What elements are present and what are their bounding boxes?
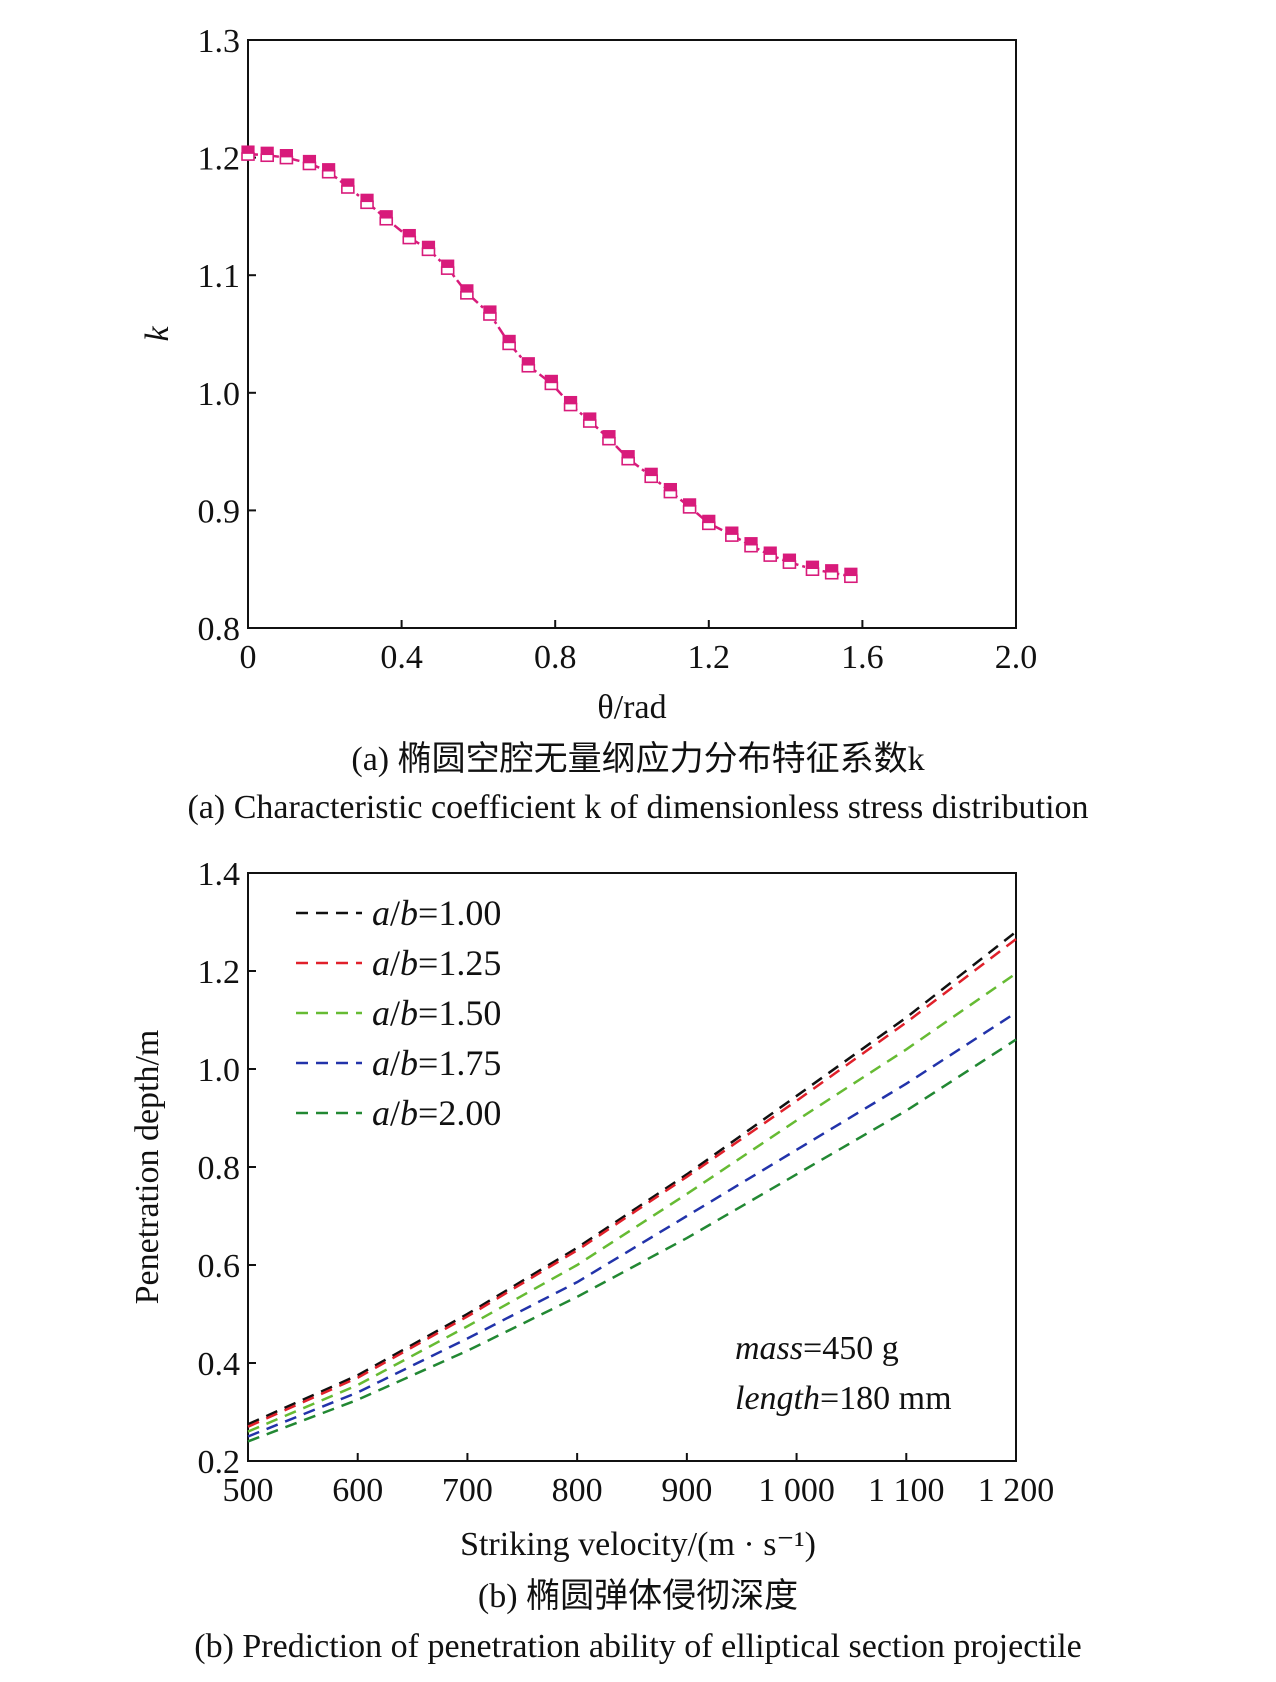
chart-a-point <box>744 537 758 553</box>
chart-b-x-tick-label: 1 000 <box>758 1472 835 1509</box>
chart-b-caption-cn: (b) 椭圆弹体侵彻深度 <box>478 1577 798 1615</box>
chart-a-caption-en: (a) Characteristic coefficient k of dime… <box>187 789 1088 826</box>
chart-b-y-axis: 0.2 0.4 0.6 0.8 1.0 1.2 1.4 <box>198 856 256 1481</box>
chart-a-y-tick-label: 1.1 <box>198 258 241 295</box>
chart-b-y-tick-label: 0.8 <box>198 1150 241 1187</box>
chart-b-series-line <box>247 1038 1017 1443</box>
chart-b-caption-en: (b) Prediction of penetration ability of… <box>194 1628 1082 1665</box>
chart-a-point <box>421 240 436 257</box>
chart-b-annotation-length: length=180 mm <box>735 1380 952 1417</box>
chart-b-x-axis: 500 600 700 800 900 1 000 1 100 1 200 <box>223 1453 1055 1509</box>
chart-a-y-tick-label: 1.3 <box>198 23 241 60</box>
chart-a-point <box>621 450 635 466</box>
chart-a-point <box>260 146 275 163</box>
chart-a-x-tick-label: 1.6 <box>841 639 884 676</box>
chart-a-x-tick-label: 1.2 <box>688 639 731 676</box>
chart-a-series-line <box>247 152 852 578</box>
chart-a-point <box>725 526 739 542</box>
chart-a-point <box>824 564 839 580</box>
chart-b-series-line <box>247 972 1017 1433</box>
chart-b-legend-item: a/b=1.50 <box>296 993 501 1033</box>
chart-b-legend-label: a/b=2.00 <box>372 1093 501 1133</box>
chart-b-y-tick-label: 1.4 <box>198 856 241 893</box>
chart-a-point <box>321 163 336 179</box>
chart-b-x-tick-label: 500 <box>223 1472 274 1509</box>
chart-a-point <box>402 228 417 245</box>
chart-b-x-tick-label: 700 <box>442 1472 493 1509</box>
chart-b-legend-item: a/b=1.00 <box>296 893 501 933</box>
chart-b-legend-label: a/b=1.25 <box>372 943 501 983</box>
chart-b-y-tick-label: 0.4 <box>198 1346 241 1383</box>
chart-a-point <box>663 482 678 499</box>
chart-b-series-line <box>247 1011 1017 1438</box>
chart-a-point <box>682 498 697 514</box>
chart-a-point <box>440 259 455 275</box>
chart-b-x-tick-label: 1 200 <box>978 1472 1055 1509</box>
chart-a-series <box>241 145 858 584</box>
chart-b-y-tick-label: 0.6 <box>198 1248 241 1285</box>
chart-a-x-tick-label: 0.4 <box>380 639 423 676</box>
chart-a-point <box>341 178 355 194</box>
chart-a-point <box>563 395 578 412</box>
chart-a-x-tick-label: 0.8 <box>534 639 577 676</box>
chart-a-point <box>701 514 716 531</box>
chart-b-legend-label: a/b=1.50 <box>372 993 501 1033</box>
chart-a-plot-frame <box>247 39 1017 629</box>
chart-b-x-tick-label: 900 <box>661 1472 712 1509</box>
chart-b-legend-item: a/b=1.75 <box>296 1043 501 1083</box>
chart-a-point <box>602 430 616 446</box>
chart-b-x-tick-label: 600 <box>332 1472 383 1509</box>
chart-a-y-axis-label: k <box>139 326 176 342</box>
chart-a-point <box>302 154 317 171</box>
chart-a-point <box>502 334 516 351</box>
chart-b-legend-label: a/b=1.75 <box>372 1043 501 1083</box>
chart-a-point <box>844 567 858 584</box>
chart-b: 0.2 0.4 0.6 0.8 1.0 1.2 1.4 500 600 700 800 900 1 0… <box>129 856 1082 1665</box>
chart-a-point <box>582 412 597 428</box>
chart-a-point <box>521 357 536 373</box>
chart-b-series <box>247 930 1017 1443</box>
chart-a-point <box>782 553 797 569</box>
chart-a-caption-cn: (a) 椭圆空腔无量纲应力分布特征系数k <box>351 740 924 778</box>
chart-a-x-axis-label: θ/rad <box>597 689 666 726</box>
chart-a-point <box>241 145 255 161</box>
chart-a-y-axis: 0.8 0.9 1.0 1.1 1.2 1.3 <box>198 23 256 648</box>
chart-b-series-line <box>247 930 1017 1426</box>
chart-a-point <box>805 560 820 577</box>
chart-a-point <box>483 305 497 321</box>
chart-a-point <box>460 284 474 300</box>
chart-b-x-tick-label: 800 <box>552 1472 603 1509</box>
chart-a-y-tick-label: 0.9 <box>198 493 241 530</box>
chart-b-y-axis-label: Penetration depth/m <box>129 1030 166 1305</box>
chart-b-legend-item: a/b=1.25 <box>296 943 501 983</box>
chart-b-annotation-mass: mass=450 g <box>735 1330 899 1367</box>
chart-a-x-axis: 0 0.4 0.8 1.2 1.6 2.0 <box>240 620 1038 676</box>
chart-a-point <box>379 210 394 226</box>
chart-a-y-tick-label: 0.8 <box>198 611 241 648</box>
chart-a-y-tick-label: 1.2 <box>198 141 241 178</box>
chart-b-y-tick-label: 1.2 <box>198 954 241 991</box>
chart-b-legend-label: a/b=1.00 <box>372 893 501 933</box>
chart-a-point <box>279 149 294 165</box>
chart-b-legend-item: a/b=2.00 <box>296 1093 501 1133</box>
chart-a: 0.8 0.9 1.0 1.1 1.2 1.3 0 0.4 0.8 1.2 1.6 2.0 k θ/… <box>139 23 1089 826</box>
chart-a-x-tick-label: 0 <box>240 639 257 676</box>
chart-b-legend: a/b=1.00 a/b=1.25 a/b=1.50 a/b=1.75 a/b=2.00 <box>296 893 501 1133</box>
chart-a-y-tick-label: 1.0 <box>198 376 241 413</box>
chart-b-x-axis-label: Striking velocity/(m · s⁻¹) <box>460 1526 816 1563</box>
chart-a-point <box>763 546 778 562</box>
chart-a-point <box>544 374 559 391</box>
chart-b-y-tick-label: 0.2 <box>198 1444 241 1481</box>
chart-a-point <box>644 467 659 484</box>
chart-b-y-tick-label: 1.0 <box>198 1052 241 1089</box>
chart-b-x-tick-label: 1 100 <box>868 1472 945 1509</box>
chart-a-point <box>360 193 374 210</box>
chart-a-x-tick-label: 2.0 <box>995 639 1038 676</box>
chart-b-series-line <box>247 938 1017 1428</box>
